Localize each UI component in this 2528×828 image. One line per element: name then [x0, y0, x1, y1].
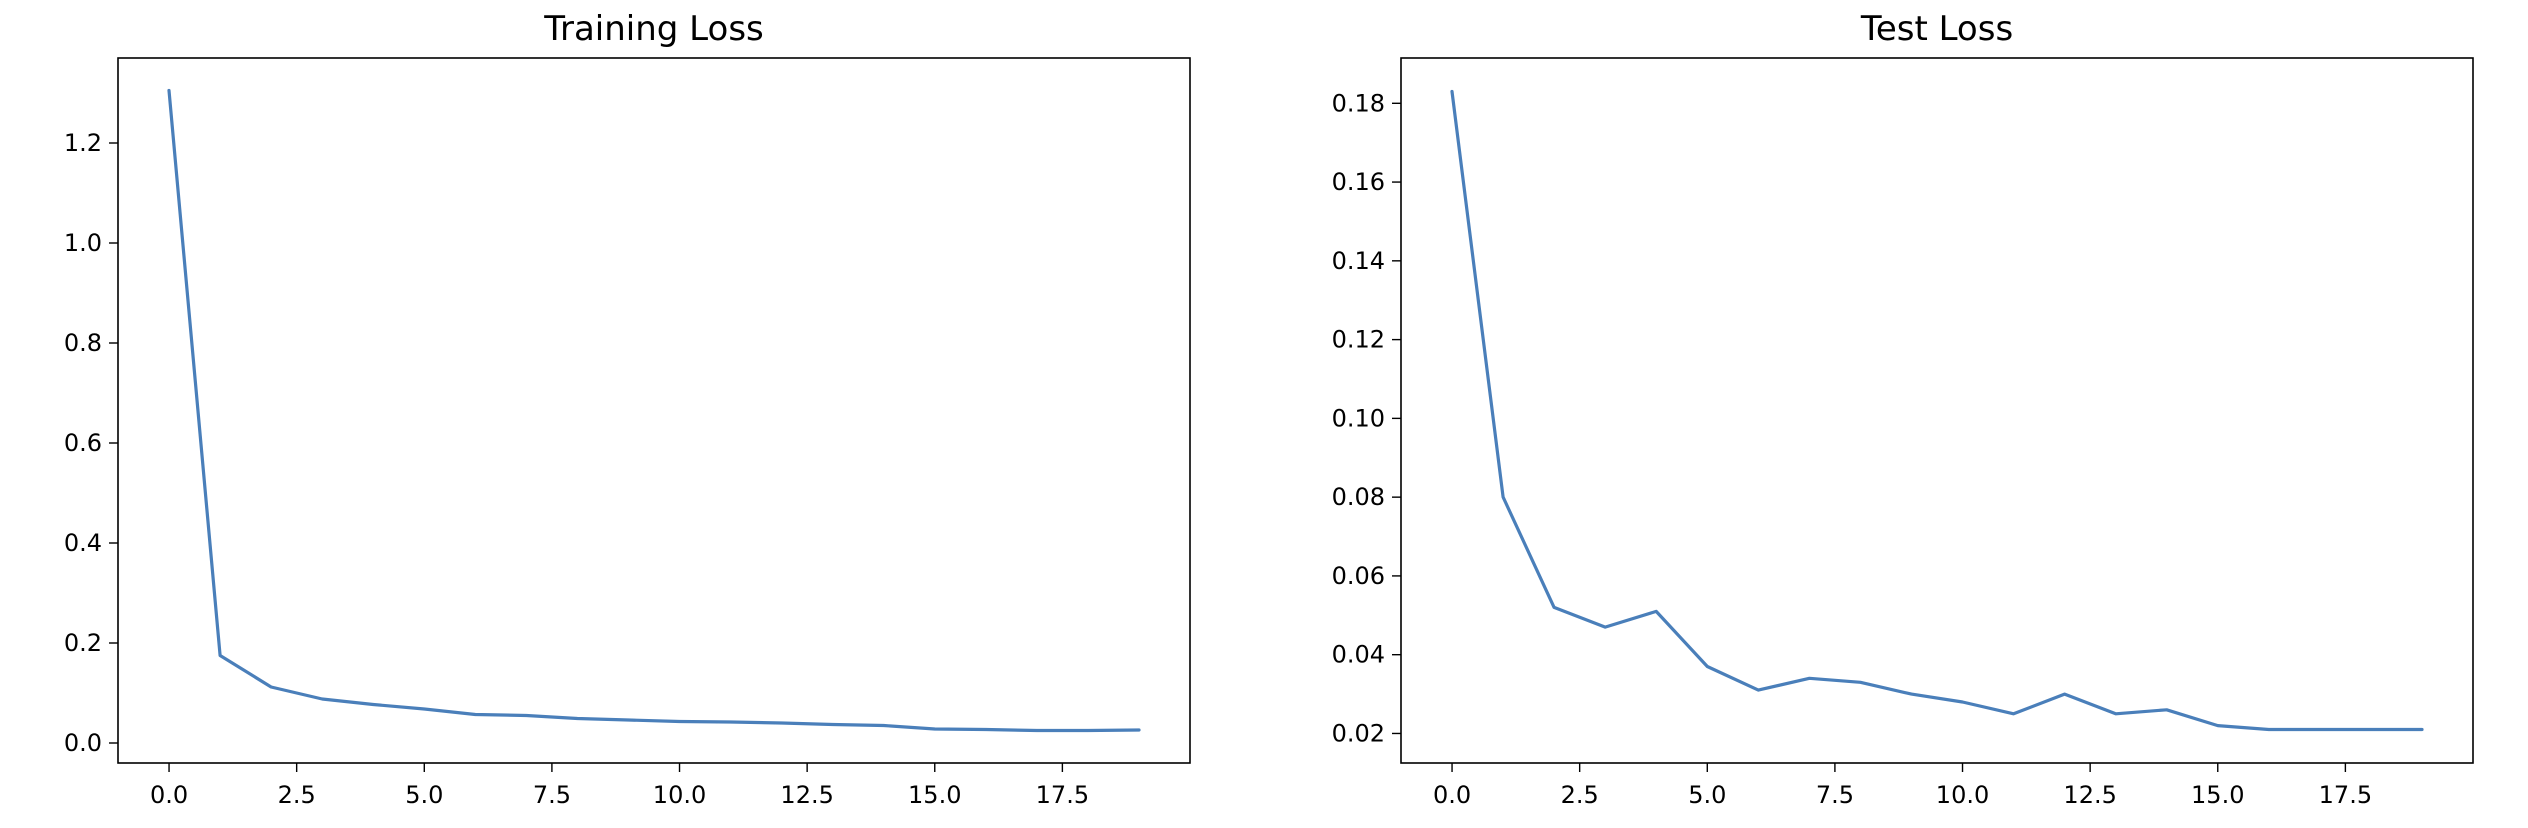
x-tick-label: 12.5: [2063, 781, 2116, 809]
x-tick-label: 0.0: [1433, 781, 1471, 809]
y-tick-label: 0.14: [1332, 247, 1385, 275]
y-tick-label: 0.08: [1332, 483, 1385, 511]
x-tick-label: 7.5: [1816, 781, 1854, 809]
y-tick-label: 0.8: [64, 329, 102, 357]
y-axis: 0.02 0.04 0.06 0.08 0.10 0.12 0.14 0.16 0.18: [1332, 89, 1401, 747]
x-tick-label: 0.0: [150, 781, 188, 809]
x-tick-label: 15.0: [2191, 781, 2244, 809]
x-tick-label: 15.0: [908, 781, 961, 809]
loss-series-line: [167, 88, 1141, 733]
y-tick-label: 0.06: [1332, 562, 1385, 590]
plot-frame: [117, 57, 1191, 764]
x-tick-label: 5.0: [405, 781, 443, 809]
x-tick-label: 7.5: [533, 781, 571, 809]
y-tick-label: 1.0: [64, 229, 102, 257]
y-tick-label: 0.02: [1332, 719, 1385, 747]
x-tick-label: 5.0: [1688, 781, 1726, 809]
y-tick-label: 0.12: [1332, 326, 1385, 354]
x-tick-label: 12.5: [780, 781, 833, 809]
x-tick-label: 2.5: [278, 781, 316, 809]
y-tick-label: 0.4: [64, 529, 102, 557]
series-group: [1450, 89, 2424, 732]
y-tick-label: 0.0: [64, 729, 102, 757]
chart-title: Training Loss: [543, 9, 764, 49]
plot-frame: [1400, 57, 2474, 764]
y-tick-label: 1.2: [64, 129, 102, 157]
x-tick-label: 17.5: [1036, 781, 1089, 809]
series-group: [167, 88, 1141, 733]
x-tick-label: 17.5: [2319, 781, 2372, 809]
x-tick-label: 10.0: [1936, 781, 1989, 809]
y-axis: 0.0 0.2 0.4 0.6 0.8 1.0 1.2: [64, 129, 118, 757]
test-loss-panel: Test Loss 0.0 2.5 5.0 7.5 10.0 12.5 15.0 17.5 0…: [1332, 9, 2474, 809]
y-tick-label: 0.6: [64, 429, 102, 457]
y-tick-label: 0.16: [1332, 168, 1385, 196]
x-axis: 0.0 2.5 5.0 7.5 10.0 12.5 15.0 17.5: [1433, 763, 2372, 809]
y-tick-label: 0.10: [1332, 404, 1385, 432]
y-tick-label: 0.18: [1332, 89, 1385, 117]
loss-series-line: [1450, 89, 2424, 732]
y-tick-label: 0.2: [64, 629, 102, 657]
x-axis: 0.0 2.5 5.0 7.5 10.0 12.5 15.0 17.5: [150, 763, 1089, 809]
training-loss-panel: Training Loss 0.0 2.5 5.0 7.5 10.0 12.5 15.0 17…: [64, 9, 1191, 809]
x-tick-label: 2.5: [1561, 781, 1599, 809]
x-tick-label: 10.0: [653, 781, 706, 809]
y-tick-label: 0.04: [1332, 641, 1385, 669]
chart-title: Test Loss: [1860, 9, 2013, 49]
